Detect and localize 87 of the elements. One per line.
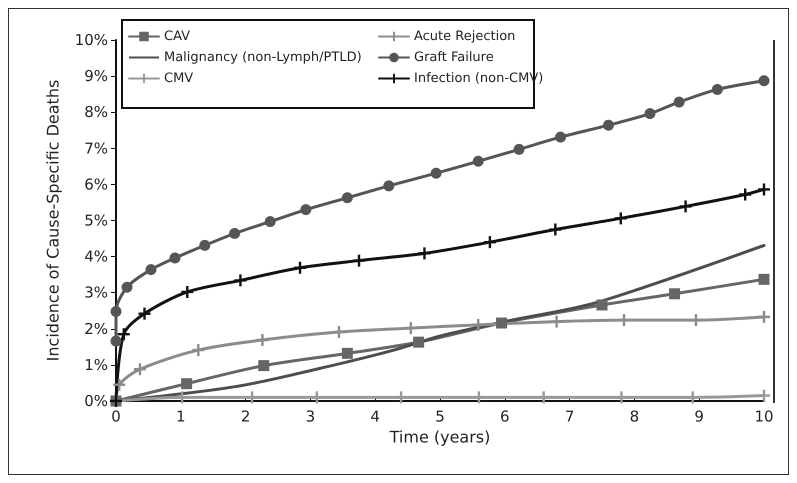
point	[342, 192, 353, 204]
point	[596, 299, 608, 310]
x-tick-label: 8	[630, 408, 640, 426]
point	[758, 390, 770, 402]
y-tick-label: 4%	[84, 248, 108, 266]
point	[146, 264, 156, 276]
y-axis-title: Incidence of Cause-Specific Deaths	[44, 80, 62, 362]
y-tick-label: 2%	[84, 320, 108, 338]
point	[181, 378, 192, 390]
point	[110, 336, 122, 347]
legend-label: Graft Failure	[414, 50, 494, 65]
point	[134, 363, 146, 376]
legend-label: Acute Rejection	[414, 29, 516, 44]
point	[113, 378, 126, 391]
point	[472, 391, 485, 404]
y-tick-label: 1%	[84, 356, 108, 374]
point	[353, 254, 365, 267]
point	[614, 212, 627, 224]
y-tick-label: 6%	[84, 175, 108, 194]
point	[342, 348, 353, 359]
point	[669, 288, 680, 300]
point	[555, 132, 566, 143]
y-tick-label: 5%	[84, 212, 108, 230]
x-tick-label: 7	[564, 408, 574, 426]
point	[550, 316, 563, 328]
point	[181, 286, 194, 298]
point	[300, 204, 312, 216]
point	[310, 391, 323, 404]
y-tick-label: 9%	[84, 67, 108, 86]
point	[644, 108, 656, 120]
x-tick-label: 1	[176, 408, 186, 426]
point	[514, 144, 525, 155]
point	[758, 75, 770, 86]
point	[413, 336, 424, 348]
point	[138, 308, 151, 320]
point	[484, 236, 496, 248]
point	[758, 274, 770, 285]
x-tick-label: 0	[111, 408, 121, 426]
point	[686, 391, 699, 404]
x-tick-label: 10	[754, 408, 774, 426]
point	[712, 84, 723, 95]
point	[383, 180, 394, 192]
point	[739, 188, 752, 201]
legend-label: CMV	[164, 71, 194, 86]
point	[169, 252, 180, 264]
point	[229, 228, 240, 239]
point	[496, 318, 508, 329]
point	[246, 391, 258, 404]
point	[615, 391, 628, 404]
point	[674, 96, 685, 108]
x-tick-label: 9	[694, 408, 704, 426]
point	[404, 322, 417, 334]
x-tick-label: 4	[370, 408, 380, 426]
point	[602, 120, 614, 131]
point	[192, 344, 204, 356]
point	[258, 360, 270, 372]
point	[618, 314, 630, 326]
point	[199, 240, 210, 251]
point	[395, 391, 408, 404]
x-axis-title: Time (years)	[388, 428, 490, 446]
y-tick-label: 10%	[74, 31, 108, 49]
point	[472, 156, 484, 167]
point	[294, 262, 306, 274]
x-tick-label: 2	[240, 408, 250, 426]
point	[538, 391, 550, 404]
point	[234, 274, 246, 286]
point	[680, 200, 692, 212]
x-tick-label: 5	[435, 408, 445, 426]
point	[118, 328, 130, 340]
point	[690, 314, 702, 326]
x-tick-label: 6	[500, 408, 510, 426]
point	[332, 326, 345, 338]
point	[256, 334, 268, 346]
legend-label: CAV	[164, 29, 190, 44]
point	[758, 310, 770, 323]
legend-label: Malignancy (non-Lymph/PTLD)	[164, 50, 362, 65]
y-tick-label: 3%	[84, 284, 108, 302]
point	[122, 282, 133, 293]
point	[418, 247, 430, 260]
y-tick-label: 8%	[84, 103, 108, 122]
y-tick-label: 7%	[84, 139, 108, 158]
point	[549, 224, 562, 236]
x-tick-label: 3	[306, 408, 316, 426]
point	[264, 216, 276, 228]
y-tick-label: 0%	[84, 392, 108, 410]
point	[430, 168, 442, 179]
point	[110, 306, 122, 317]
